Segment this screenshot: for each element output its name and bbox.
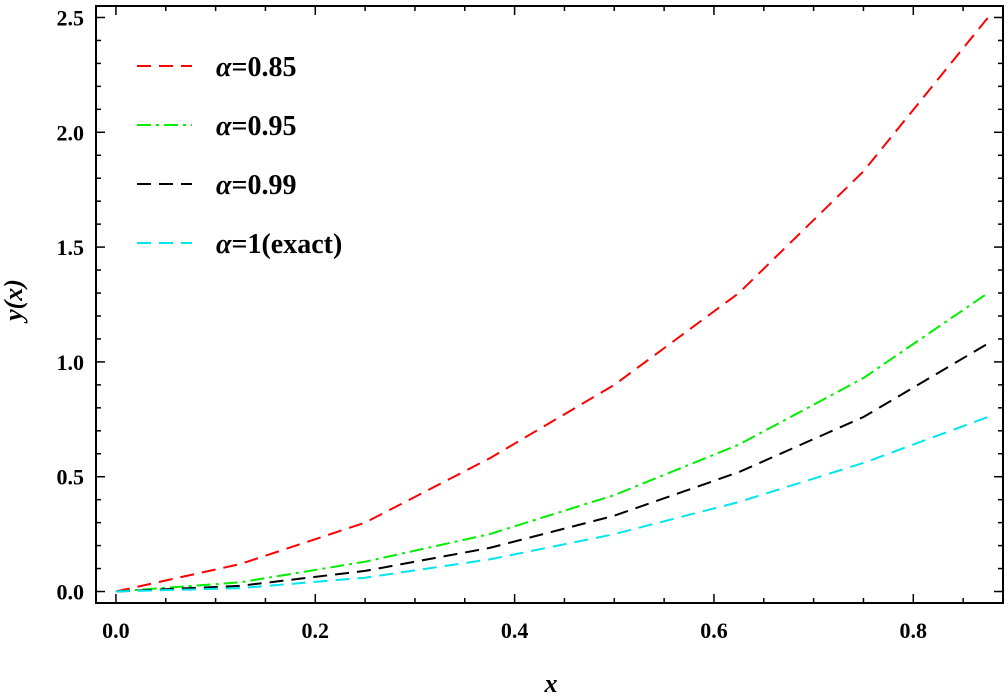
x-tick-label: 0.8 xyxy=(900,618,928,643)
series-line-2 xyxy=(115,342,989,593)
y-tick-label: 2.5 xyxy=(57,5,85,30)
x-tick-label: 0.4 xyxy=(501,618,529,643)
series-line-1 xyxy=(115,292,989,593)
series-line-3 xyxy=(115,416,989,593)
legend: α=0.85 α=0.95 α=0.99 α=1(exact) xyxy=(137,52,342,260)
x-tick-label: 0.6 xyxy=(700,618,728,643)
x-axis-title: x xyxy=(544,669,558,692)
legend-label-0: α=0.85 xyxy=(216,52,296,83)
x-tick-label: 0.2 xyxy=(302,618,330,643)
y-tick-label: 1.5 xyxy=(57,235,85,260)
axes-group: 0.0 0.2 0.4 0.6 0.8 0.0 0.5 1.0 1.5 2.0 2.5 xyxy=(57,5,1004,643)
plot-frame xyxy=(95,5,1004,604)
series-group xyxy=(115,16,989,593)
y-tick-label: 2.0 xyxy=(57,120,85,145)
y-axis-title: y(x) xyxy=(0,279,28,324)
series-line-0 xyxy=(115,16,989,593)
legend-label-3: α=1(exact) xyxy=(216,229,342,260)
y-tick-label: 0.5 xyxy=(57,465,85,490)
legend-label-2: α=0.99 xyxy=(216,170,296,201)
legend-label-1: α=0.95 xyxy=(216,111,296,142)
y-tick-label: 0.0 xyxy=(57,580,85,605)
x-tick-label: 0.0 xyxy=(102,618,130,643)
y-tick-label: 1.0 xyxy=(57,350,85,375)
